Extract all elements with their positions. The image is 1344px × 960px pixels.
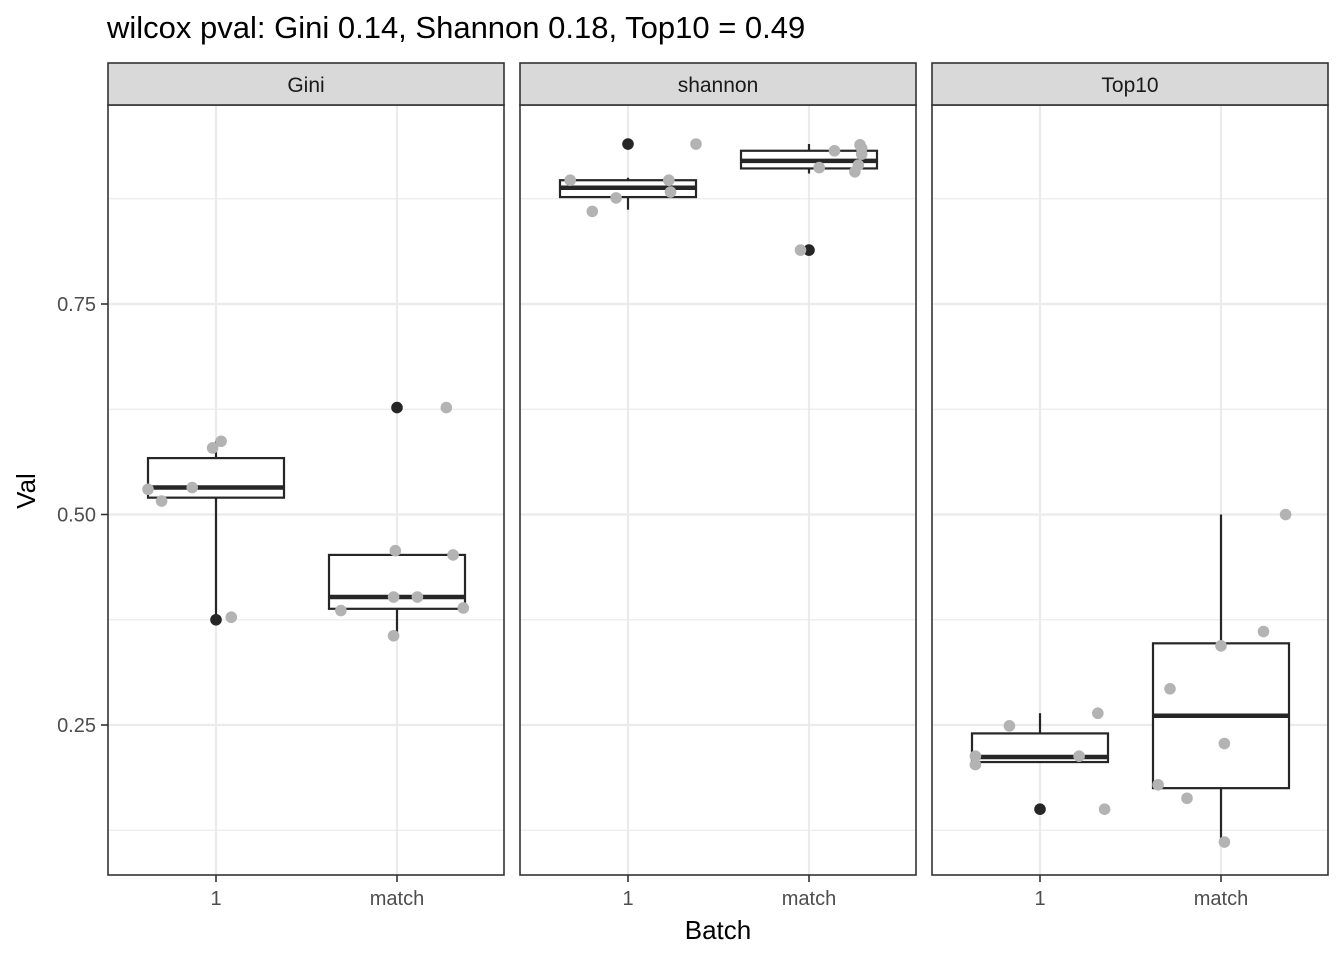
data-point [206,442,219,454]
facet-strip [107,62,505,106]
data-point [1098,803,1111,815]
x-axis-title: Batch [685,915,752,945]
data-point [690,138,702,150]
data-point [1215,640,1227,652]
panel-background [520,105,916,875]
facet-panels: Gini 1 match shannon 1 match Top10 1 match [107,62,1329,910]
data-point [1152,778,1164,791]
data-point [664,186,677,198]
data-point [440,401,453,414]
data-point [335,604,347,617]
y-axis: 0.25 0.50 0.75 [57,294,108,737]
data-point [564,174,576,187]
outlier-point [622,138,634,150]
x-tick-label: match [1194,888,1248,910]
data-point [387,629,400,642]
data-point [389,544,402,557]
x-tick-label: match [782,888,836,910]
x-tick-label: 1 [210,888,221,910]
data-point [969,758,982,771]
boxplot-1 [969,707,1111,815]
data-point [1279,508,1292,521]
outlier-point [803,244,815,256]
y-tick-label: 0.50 [57,505,96,527]
data-point [1181,792,1193,805]
data-point [1164,682,1176,695]
x-tick-label: 1 [622,888,633,910]
data-point [411,591,424,603]
facet-panel-gini: Gini 1 match [107,62,505,910]
data-point [855,148,868,160]
data-point [610,192,622,204]
data-point [1092,707,1104,720]
data-point [852,159,865,171]
data-point [142,483,154,496]
data-point [1073,750,1085,762]
boxplot-match [739,139,879,256]
data-point [186,481,198,494]
outlier-point [210,613,222,626]
outlier-point [1034,803,1046,815]
data-point [1257,625,1270,638]
facet-panel-shannon: shannon 1 match [519,62,917,910]
y-tick-label: 0.25 [57,715,96,737]
y-tick-label: 0.75 [57,294,96,316]
data-point [225,611,238,624]
data-point [447,549,459,561]
x-tick-label: 1 [1034,888,1045,910]
data-point [828,144,841,157]
box-iqr [146,456,286,499]
facet-strip-label: Top10 [1101,74,1158,97]
data-point [387,591,400,603]
x-tick-label: match [370,888,424,910]
data-point [457,602,470,614]
y-axis-title: Val [11,473,41,509]
data-point [155,495,168,507]
outlier-point [391,401,403,414]
data-point [813,161,825,174]
facet-strip-label: shannon [678,74,759,97]
boxplot-1 [142,435,286,626]
data-point [1218,836,1231,848]
data-point [586,205,599,218]
data-point [663,174,675,187]
boxplot-match [327,401,470,642]
facet-strip [931,62,1329,106]
boxplot-match [1151,508,1292,848]
facet-strip [519,62,917,106]
data-point [1218,737,1231,750]
data-point [969,750,982,762]
facet-strip-label: Gini [287,74,324,97]
data-point [1003,720,1016,732]
data-point [794,244,807,256]
data-point [215,435,227,448]
boxplot-1 [558,138,702,218]
facet-panel-top10: Top10 1 match [931,62,1329,910]
chart-title: wilcox pval: Gini 0.14, Shannon 0.18, To… [106,10,805,45]
